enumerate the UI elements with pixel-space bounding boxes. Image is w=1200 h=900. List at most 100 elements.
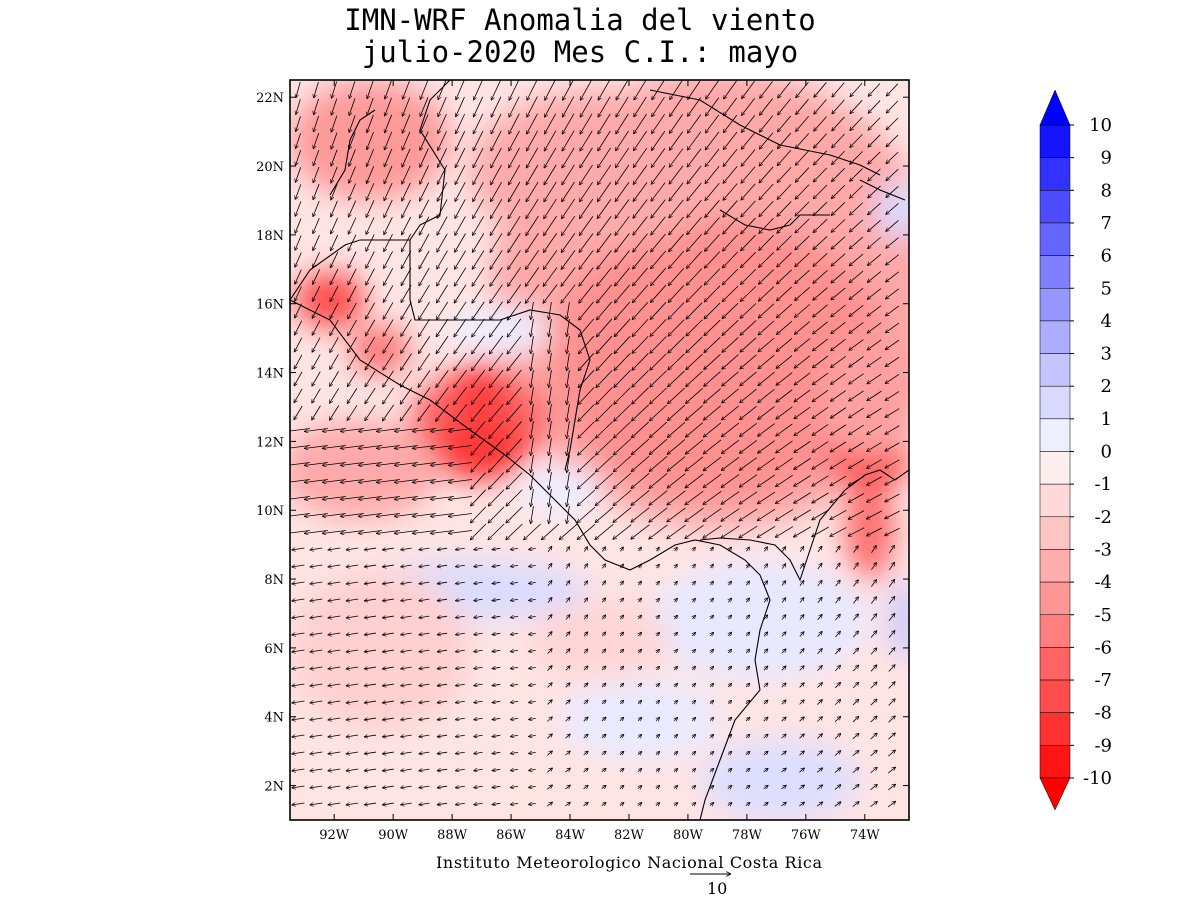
wind-vector — [758, 303, 775, 318]
credit-text: Instituto Meteorologico Nacional Costa R… — [436, 853, 823, 872]
wind-vector — [295, 218, 302, 233]
wind-vector — [418, 199, 430, 219]
wind-vector — [525, 267, 540, 286]
wind-vector — [509, 80, 520, 101]
wind-vector — [436, 335, 449, 354]
wind-vector — [549, 387, 552, 405]
wind-vector — [412, 462, 436, 465]
wind-vector — [454, 199, 466, 218]
wind-vector — [304, 530, 328, 533]
wind-vector — [365, 319, 376, 337]
wind-vector — [489, 335, 504, 354]
wind-vector — [544, 96, 556, 118]
wind-vector — [311, 320, 321, 335]
wind-vector — [418, 336, 431, 353]
wind-vector — [721, 439, 740, 454]
wind-vector — [631, 472, 650, 488]
wind-vector — [470, 523, 487, 540]
colorbar-label: 6 — [1101, 246, 1112, 267]
wind-vector — [294, 371, 303, 386]
wind-vector — [631, 455, 650, 472]
wind-vector — [401, 199, 411, 218]
wind-vector — [849, 270, 864, 283]
wind-vector — [312, 388, 321, 404]
wind-vector — [472, 318, 485, 337]
wind-vector — [740, 268, 757, 284]
wind-vector — [531, 506, 534, 524]
wind-vector — [685, 456, 704, 471]
wind-vector — [649, 507, 668, 523]
wind-vector — [348, 217, 357, 235]
wind-vector — [470, 506, 487, 523]
wind-vector — [401, 336, 412, 353]
wind-vector — [419, 165, 429, 185]
wind-vector — [776, 269, 792, 284]
wind-vector — [722, 234, 738, 251]
lon-tick-label: 78W — [732, 828, 763, 843]
wind-vector — [567, 472, 570, 490]
wind-vector — [886, 168, 899, 181]
wind-vector — [686, 268, 703, 285]
wind-vector — [293, 320, 303, 336]
wind-vector — [685, 507, 704, 522]
wind-vector — [812, 424, 829, 435]
lat-tick-label: 6N — [264, 642, 284, 657]
wind-vector — [613, 438, 632, 455]
wind-vector — [490, 284, 503, 304]
wind-vector — [813, 133, 827, 149]
wind-vector — [848, 458, 865, 468]
wind-vector — [759, 200, 774, 217]
wind-vector — [595, 524, 614, 539]
wind-vector — [685, 405, 704, 420]
wind-vector — [651, 165, 666, 184]
lon-tick-label: 86W — [496, 828, 527, 843]
wind-vector — [614, 335, 631, 354]
wind-vector — [741, 98, 756, 115]
wind-vector — [596, 318, 613, 337]
wind-vector — [394, 479, 418, 482]
wind-vector — [579, 284, 594, 304]
wind-vector — [295, 235, 302, 250]
wind-vector — [311, 337, 321, 353]
wind-vector — [740, 286, 757, 301]
wind-vector — [531, 302, 534, 320]
wind-vector — [687, 148, 702, 167]
wind-vector — [567, 387, 570, 405]
wind-vector — [831, 236, 846, 250]
wind-vector — [311, 286, 321, 301]
colorbar-swatch — [1039, 190, 1071, 224]
wind-vector — [296, 116, 301, 132]
wind-vector — [885, 391, 900, 400]
wind-vector — [740, 354, 757, 369]
wind-vector — [614, 284, 631, 303]
wind-vector — [652, 96, 665, 117]
wind-vector — [394, 530, 418, 533]
wind-vector — [330, 354, 339, 369]
wind-vector — [383, 319, 394, 337]
wind-vector — [685, 387, 703, 403]
wind-vector — [723, 114, 738, 133]
wind-vector — [349, 149, 356, 166]
wind-vector — [561, 181, 575, 202]
wind-vector — [322, 530, 346, 533]
wind-vector — [867, 219, 881, 232]
wind-vector — [567, 455, 570, 473]
wind-vector — [329, 320, 339, 336]
wind-vector — [794, 372, 811, 385]
colorbar-label: -10 — [1083, 768, 1112, 789]
wind-vector — [849, 339, 864, 351]
wind-vector — [631, 421, 650, 438]
wind-vector — [868, 117, 881, 131]
wind-vector — [831, 133, 845, 148]
wind-vector — [349, 132, 356, 149]
wind-vector — [867, 202, 881, 215]
wind-vector — [580, 96, 593, 118]
wind-vector — [667, 422, 686, 437]
wind-vector — [596, 301, 613, 320]
wind-vector — [394, 445, 418, 448]
wind-vector — [436, 267, 448, 286]
wind-vector — [723, 166, 738, 183]
wind-vector — [830, 338, 846, 351]
wind-vector — [704, 217, 720, 234]
wind-vector — [489, 421, 504, 438]
